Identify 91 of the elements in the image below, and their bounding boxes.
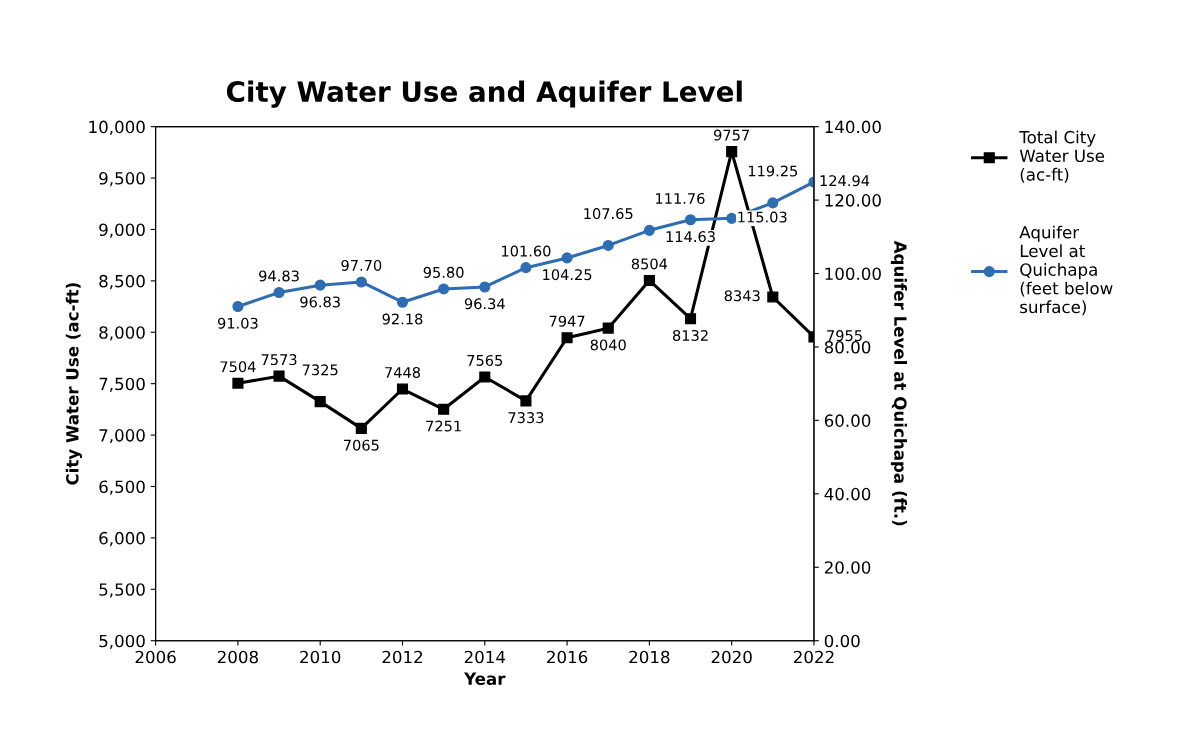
point (314, 396, 326, 408)
point (684, 214, 697, 226)
y-tick-label: 10,000 (89, 120, 145, 135)
point (767, 291, 779, 303)
chart-title: City Water Use and Aquifer Level (226, 80, 742, 108)
data-label: 94.83 (259, 270, 299, 282)
data-label: 7504 (220, 361, 256, 373)
y2-tick-label: 100.00 (825, 267, 881, 281)
point (273, 370, 285, 382)
y-tick-label: 9,000 (99, 223, 145, 238)
y-tick-label: 6,000 (99, 531, 145, 547)
data-label: 7448 (385, 366, 421, 378)
y2-tick-label: 20.00 (824, 561, 871, 574)
data-label: 96.83 (300, 296, 340, 308)
data-label: 107.65 (584, 208, 633, 220)
x-tick-label: 2010 (300, 650, 341, 664)
y-tick-label: 8,000 (99, 326, 145, 341)
x-tick-label: 2014 (464, 650, 506, 664)
point (643, 224, 655, 236)
point (438, 283, 450, 295)
point (684, 313, 697, 325)
y2-tick-label: 120.00 (825, 194, 881, 207)
x-tick-label: 2018 (629, 650, 670, 664)
y2-tick-label: 60.00 (824, 414, 871, 427)
point (396, 383, 409, 395)
point (643, 274, 655, 287)
x-tick-label: 2016 (547, 650, 588, 664)
data-label: 7325 (302, 364, 338, 376)
data-label: 8504 (631, 258, 668, 270)
y2-tick-label: 140.00 (825, 120, 881, 134)
y-tick-label: 5,000 (99, 634, 145, 649)
point (479, 371, 491, 383)
y2-axis-title: Aquifer Level at Quichapa (ft.) (890, 240, 907, 526)
x-tick-label: 2012 (382, 650, 423, 664)
y-tick-label: 5,500 (99, 583, 145, 598)
point (396, 296, 409, 308)
point (520, 395, 532, 407)
data-label: 7333 (508, 412, 544, 424)
x-tick-label: 2006 (135, 650, 176, 664)
point (602, 322, 614, 334)
data-label: 7565 (467, 354, 503, 366)
y-tick-label: 9,500 (99, 172, 145, 187)
point (561, 252, 573, 264)
point (479, 281, 491, 293)
y-tick-label: 7,500 (99, 377, 145, 392)
data-label: 7947 (549, 315, 585, 327)
data-label: 8040 (590, 339, 626, 351)
data-label: 115.03 (738, 211, 787, 223)
y-tick-label: 7,000 (99, 429, 145, 444)
data-label: 114.63 (666, 231, 715, 243)
data-label: 7955 (827, 330, 862, 342)
point (438, 403, 450, 415)
data-label: 95.80 (423, 266, 464, 278)
point (355, 422, 367, 434)
data-label: 119.25 (748, 165, 798, 177)
data-label: 91.03 (217, 317, 258, 329)
legend-label: Total City Water Use (ac-ft) (1019, 130, 1105, 183)
data-label: 97.70 (341, 259, 382, 271)
point (726, 146, 738, 158)
point (314, 279, 326, 291)
point (355, 276, 367, 288)
point (232, 377, 244, 389)
data-label: 92.18 (382, 313, 423, 325)
data-label: 8132 (672, 329, 708, 341)
data-label: 7573 (261, 354, 297, 366)
x-tick-label: 2020 (711, 650, 752, 664)
point (561, 332, 573, 344)
y-tick-label: 8,500 (99, 274, 145, 290)
point (767, 197, 779, 209)
data-label: 9757 (714, 129, 749, 141)
data-label: 7065 (343, 439, 379, 451)
x-axis-title: Year (463, 672, 506, 686)
data-label: 8343 (724, 290, 760, 302)
data-label: 104.25 (543, 269, 592, 281)
point (232, 300, 244, 313)
x-tick-label: 2022 (793, 650, 834, 664)
y-axis-title: City Water Use (ac-ft) (65, 283, 83, 485)
point (273, 286, 285, 299)
point (520, 262, 532, 274)
x-tick-label: 2008 (217, 650, 258, 664)
y-tick-label: 6,500 (99, 480, 145, 495)
data-label: 7251 (426, 420, 461, 432)
y2-tick-label: 40.00 (824, 487, 871, 501)
y2-tick-label: 80.00 (824, 340, 871, 354)
legend-label: Aquifer Level at Quichapa (feet below surface) (1019, 225, 1113, 316)
y2-tick-label: 0.00 (824, 634, 860, 648)
data-label: 124.94 (820, 175, 870, 187)
data-label: 101.60 (502, 245, 551, 257)
point (602, 239, 614, 251)
data-label: 96.34 (464, 298, 505, 310)
data-label: 111.76 (656, 192, 705, 205)
